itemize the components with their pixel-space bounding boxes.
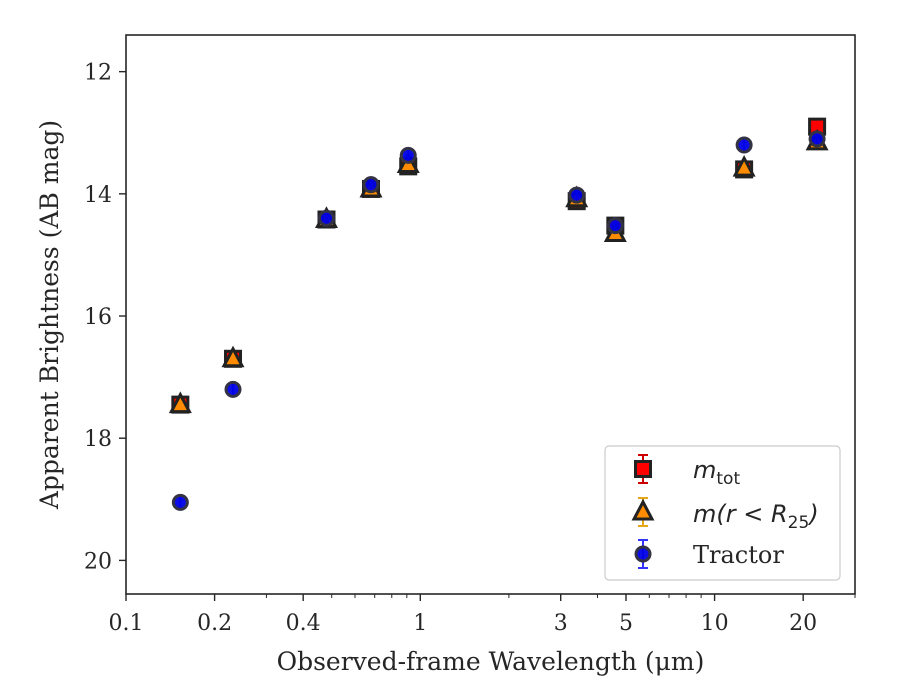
circle-marker — [808, 130, 826, 148]
x-tick-label: 3 — [554, 611, 568, 636]
circle-marker — [568, 186, 586, 204]
triangle-marker — [221, 345, 245, 368]
square-marker — [634, 460, 652, 478]
data-point-tractor — [399, 146, 417, 164]
legend-mr25-open: (r < R — [716, 500, 787, 528]
legend-mr25-sub: 25 — [788, 513, 810, 533]
x-tick-label: 10 — [701, 611, 729, 636]
data-markers — [168, 117, 829, 511]
circle-marker — [171, 493, 189, 511]
legend-mr25-close: ) — [807, 500, 818, 528]
data-point-tractor — [224, 380, 242, 398]
series-tractor — [171, 130, 826, 511]
triangle-marker — [631, 498, 655, 521]
circle-marker — [224, 380, 242, 398]
y-tick-label: 14 — [84, 183, 112, 208]
x-tick-label: 20 — [789, 611, 817, 636]
legend-mtot-base: m — [693, 456, 716, 484]
x-tick-label: 0.2 — [197, 611, 232, 636]
data-point-tractor — [171, 493, 189, 511]
legend-label-tractor: Tractor — [693, 541, 784, 569]
y-tick-label: 16 — [84, 305, 112, 330]
x-tick-label: 1 — [413, 611, 427, 636]
legend-marker-mr25 — [631, 498, 655, 521]
x-tick-label: 0.4 — [286, 611, 321, 636]
circle-marker — [606, 217, 624, 235]
x-axis-ticks: 0.1 0.2 0.4 1 3 5 10 20 — [109, 594, 856, 636]
circle-marker — [399, 146, 417, 164]
legend: mtot m(r < R25) Tractor — [604, 445, 841, 581]
data-point-tractor — [808, 130, 826, 148]
y-axis-label: Apparent Brightness (AB mag) — [35, 120, 64, 510]
data-point-tractor — [568, 186, 586, 204]
data-point-tractor — [362, 176, 380, 194]
circle-marker — [317, 209, 335, 227]
legend-marker-mtot — [634, 460, 652, 478]
circle-marker — [735, 136, 753, 154]
y-tick-label: 20 — [84, 549, 112, 574]
legend-key-tractor — [634, 539, 652, 569]
data-point-tractor — [606, 217, 624, 235]
circle-marker — [634, 545, 652, 563]
legend-label-mtot: mtot — [693, 456, 740, 489]
x-tick-label: 5 — [619, 611, 633, 636]
legend-mr25-base: m — [693, 500, 716, 528]
data-point-mr25 — [221, 345, 245, 368]
y-axis-ticks: 12 14 16 18 20 — [84, 61, 126, 574]
data-point-mr25 — [168, 391, 192, 414]
legend-label-mr25: m(r < R25) — [693, 500, 819, 533]
x-axis-label: Observed-frame Wavelength (μm) — [277, 647, 705, 676]
y-tick-label: 18 — [84, 427, 112, 452]
legend-mtot-sub: tot — [716, 469, 740, 489]
legend-keys — [631, 454, 655, 569]
data-point-tractor — [317, 209, 335, 227]
y-tick-label: 12 — [84, 61, 112, 86]
legend-box — [604, 445, 841, 581]
data-point-mr25 — [732, 154, 756, 177]
legend-key-mr25 — [631, 497, 655, 527]
legend-key-mtot — [634, 454, 652, 484]
data-point-tractor — [735, 136, 753, 154]
triangle-marker — [168, 391, 192, 414]
x-tick-label: 0.1 — [109, 611, 144, 636]
circle-marker — [362, 176, 380, 194]
legend-marker-tractor — [634, 545, 652, 563]
triangle-marker — [732, 154, 756, 177]
